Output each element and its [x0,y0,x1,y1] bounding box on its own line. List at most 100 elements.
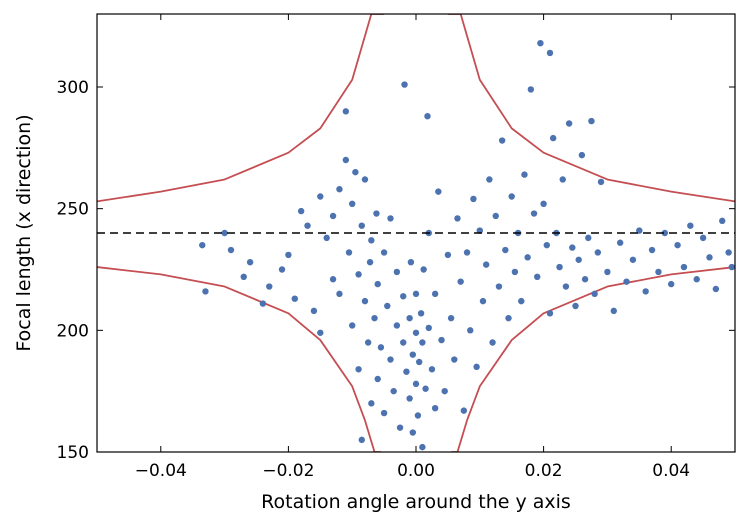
data-point [693,276,700,283]
data-point [400,293,407,300]
data-point [575,256,582,263]
data-point [371,314,378,322]
data-point [358,436,365,444]
data-point [581,276,589,283]
data-point [380,249,388,256]
data-point [291,295,298,302]
data-point [604,268,611,276]
data-point [227,246,235,254]
data-point [364,339,372,346]
data-point [361,297,369,305]
data-point [310,307,318,315]
bound-curve-4 [451,266,735,452]
x-tick-label: −0.02 [262,461,314,481]
data-point [297,207,305,215]
data-point [479,297,487,305]
data-point [521,171,528,178]
data-point [559,176,566,183]
data-point [486,176,493,183]
data-point [451,356,458,363]
bound-curve-3 [97,266,381,452]
data-point [460,407,468,414]
data-point [712,285,720,293]
data-point [511,268,519,276]
data-point [680,263,688,271]
data-point [424,113,431,120]
data-point [393,322,401,329]
y-tick-label: 250 [57,200,89,220]
data-point [728,263,735,271]
data-point [412,329,420,336]
data-point [543,241,550,249]
data-point [422,385,429,392]
data-point [457,278,464,285]
data-point [384,302,391,310]
data-point [349,200,356,207]
data-point [345,249,353,256]
data-point [380,409,388,417]
data-point [463,249,471,256]
data-point [636,227,643,234]
data-point [537,40,544,47]
data-point [578,151,586,159]
data-point [549,134,557,142]
data-point [518,297,525,305]
data-point [403,368,410,375]
data-point [508,193,515,200]
data-point [616,239,624,246]
data-point [591,290,598,298]
data-point [361,176,369,183]
data-point [530,210,538,217]
data-point [482,261,490,268]
data-point [396,424,404,431]
data-point [266,283,273,290]
data-point [358,222,365,229]
data-point [444,251,452,259]
data-point [441,387,448,395]
data-point [355,271,362,278]
data-point [470,195,477,203]
x-axis-label: Rotation angle around the y axis [261,491,571,513]
data-point [329,276,337,283]
y-tick-label: 300 [57,78,89,98]
bound-curve-2 [447,14,735,203]
data-point [342,108,350,115]
data-point [476,227,483,234]
data-point [377,344,385,351]
data-point [661,229,669,237]
data-point [202,288,209,295]
data-point [412,290,420,298]
data-point [323,234,330,242]
data-point [412,380,420,388]
data-point [355,366,362,373]
data-point [435,188,442,195]
data-point [406,314,413,322]
data-point [406,395,413,402]
data-point [495,283,503,290]
data-point [492,212,499,220]
data-point [569,244,576,251]
data-point [374,280,381,288]
x-tick-label: 0.04 [652,461,690,481]
data-point [454,215,461,222]
data-point [505,314,512,322]
data-point [285,251,292,259]
data-point [674,241,681,249]
data-point [655,268,662,276]
y-axis-ticks: 150 200 250 300 [57,78,735,463]
data-point [431,405,439,412]
data-point [668,280,675,288]
data-point [342,156,350,164]
x-tick-label: −0.04 [135,461,187,481]
data-point [387,215,394,222]
data-point [393,268,401,276]
data-point [597,178,605,186]
x-tick-label: 0.00 [397,461,435,481]
data-point [336,186,343,193]
data-point [425,324,432,332]
data-point [368,400,375,407]
data-point [419,443,426,451]
data-point [415,358,423,366]
scatter-points [199,40,735,451]
